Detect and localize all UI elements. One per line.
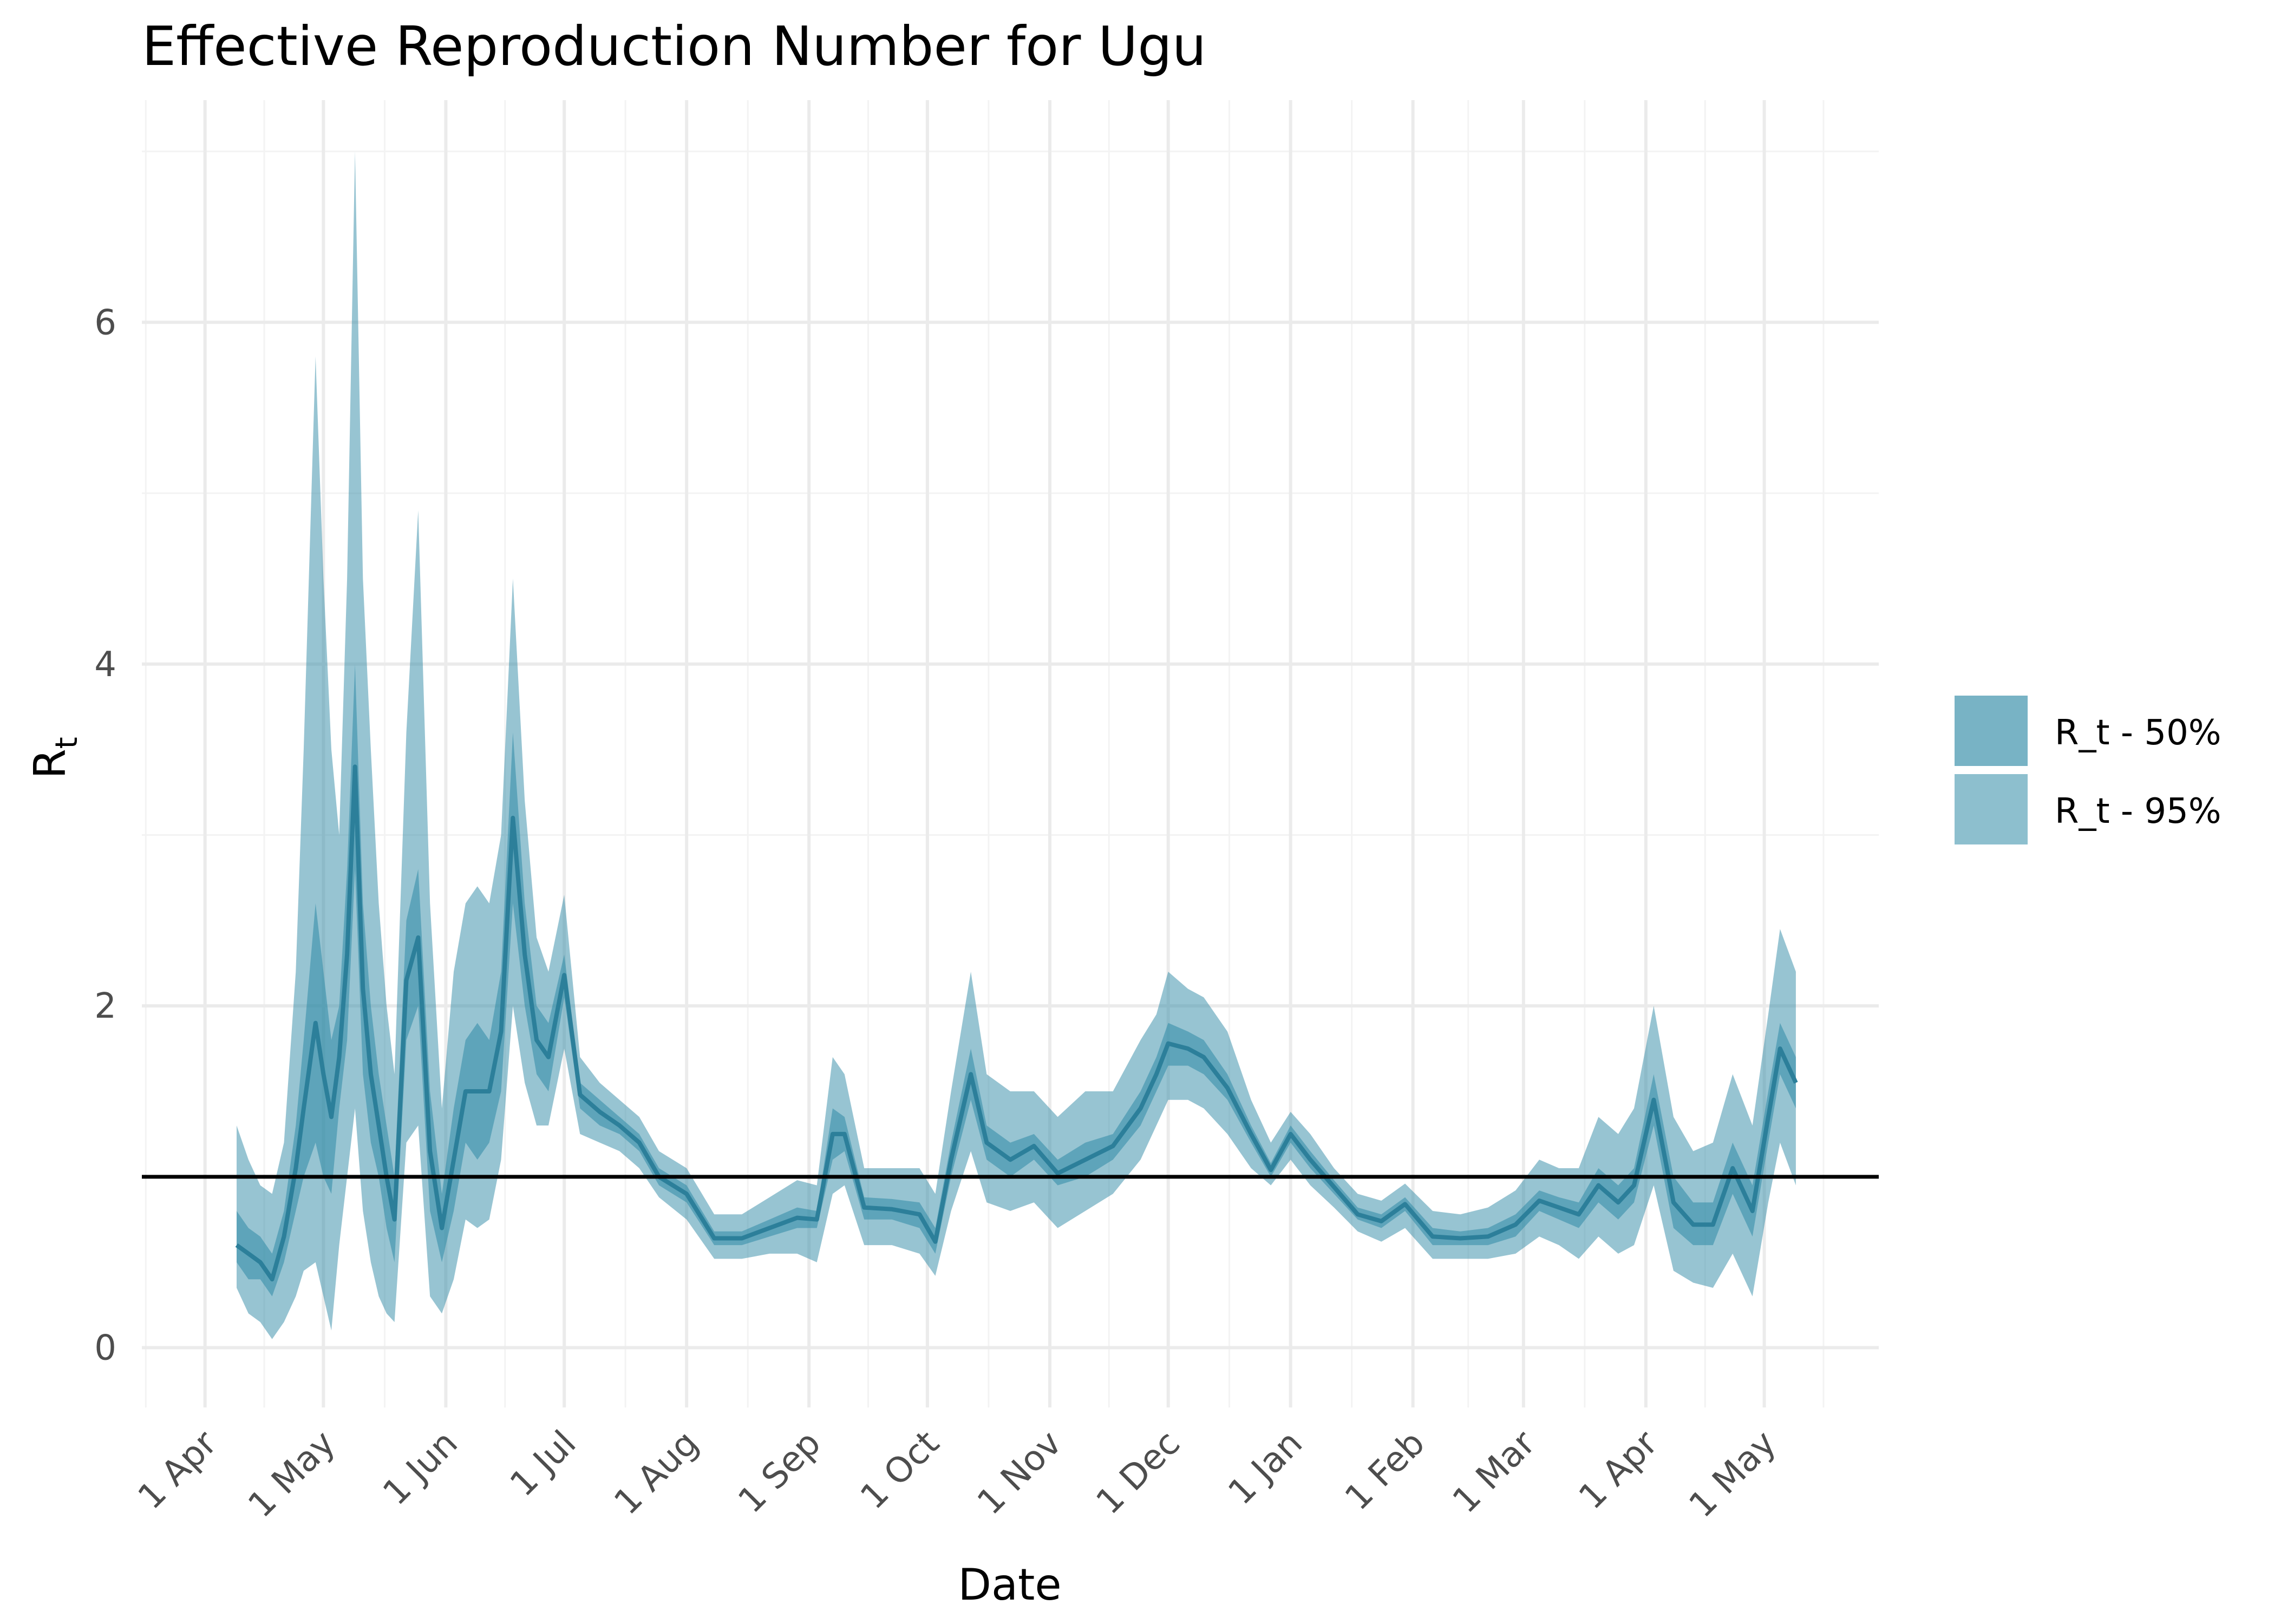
- y-tick-label: 4: [94, 645, 116, 685]
- x-tick-label: 1 May: [241, 1423, 343, 1525]
- y-axis-title-subscript: t: [49, 737, 84, 749]
- y-axis-title: Rt: [25, 737, 84, 779]
- legend-label-50: R_t - 50%: [2055, 713, 2221, 753]
- chart-title: Effective Reproduction Number for Ugu: [142, 15, 1206, 78]
- x-tick-label: 1 Sep: [731, 1423, 829, 1521]
- median-line: [235, 764, 1798, 1282]
- legend-swatch-50: [1955, 696, 2028, 766]
- x-tick-label: 1 Dec: [1089, 1423, 1188, 1522]
- y-tick-label: 6: [94, 303, 116, 343]
- x-tick-label: 1 Jul: [502, 1423, 584, 1504]
- x-tick-label: 1 Feb: [1337, 1423, 1433, 1518]
- x-tick-label: 1 Jun: [375, 1423, 465, 1513]
- y-tick-label: 0: [94, 1328, 116, 1368]
- y-axis-ticks: 0 2 4 6: [94, 303, 116, 1368]
- bands: [235, 151, 1798, 1339]
- x-tick-label: 1 Nov: [970, 1423, 1069, 1523]
- y-axis-title-main: R: [25, 749, 75, 779]
- x-tick-label: 1 Aug: [607, 1423, 707, 1523]
- band-50: [237, 664, 1796, 1296]
- legend-label-95: R_t - 95%: [2055, 791, 2221, 831]
- legend: R_t - 50% R_t - 95%: [1955, 696, 2221, 844]
- x-tick-label: 1 Mar: [1445, 1423, 1543, 1521]
- legend-swatch-95: [1955, 774, 2028, 844]
- y-tick-label: 2: [94, 986, 116, 1026]
- x-tick-label: 1 Oct: [853, 1423, 947, 1517]
- x-tick-label: 1 Apr: [130, 1423, 225, 1517]
- x-axis-title: Date: [958, 1560, 1061, 1610]
- x-axis-ticks: 1 Apr 1 May 1 Jun 1 Jul 1 Aug 1 Sep 1 Oct 1 Nov…: [130, 1423, 1784, 1526]
- x-tick-label: 1 Apr: [1571, 1423, 1665, 1517]
- x-tick-label: 1 Jan: [1221, 1423, 1310, 1512]
- x-tick-label: 1 May: [1682, 1423, 1784, 1525]
